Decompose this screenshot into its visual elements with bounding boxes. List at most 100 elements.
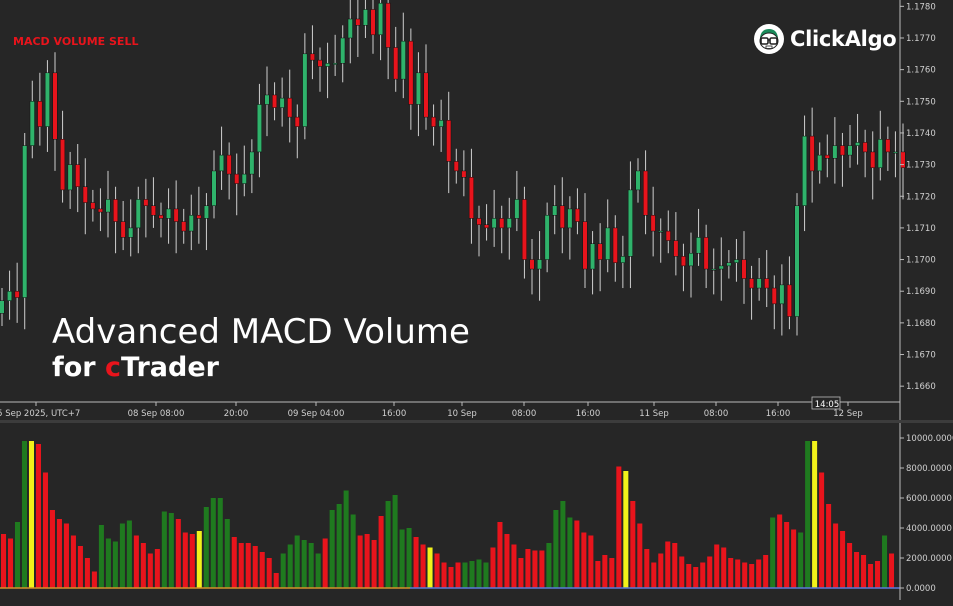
candle-body <box>143 199 149 206</box>
volume-bar <box>854 552 860 588</box>
volume-bar <box>665 541 671 588</box>
volume-bar <box>567 517 573 588</box>
volume-bar <box>63 523 69 588</box>
y-tick-label: 1.1730 <box>906 161 936 171</box>
volume-bar <box>805 441 811 588</box>
volume-bar <box>70 535 76 588</box>
volume-bar <box>301 540 307 588</box>
volume-bar <box>819 472 825 588</box>
candle-body <box>370 9 376 36</box>
candle-body <box>219 154 225 172</box>
crosshair-time-label: 14:05 <box>815 400 840 410</box>
candle-body <box>415 72 421 105</box>
candle-body <box>567 208 573 229</box>
x-tick-label: 12 Sep <box>833 409 863 419</box>
volume-bar <box>231 537 237 588</box>
volume-bar <box>77 546 83 588</box>
volume-bar <box>399 529 405 588</box>
y-tick-label: 1.1720 <box>906 192 936 202</box>
y-tick-label: 1.1710 <box>906 224 936 234</box>
candle-body <box>60 139 66 191</box>
volume-bar <box>644 549 650 588</box>
y-tick-label: 1.1750 <box>906 97 936 107</box>
brand-name: ClickAlgo <box>790 27 897 51</box>
brand: ClickAlgo <box>754 24 897 54</box>
candle-body <box>393 47 399 80</box>
candle-body <box>529 259 535 270</box>
candle-body <box>67 164 73 191</box>
candle-body <box>340 37 346 64</box>
candle-body <box>14 290 20 298</box>
candle-body <box>272 94 278 108</box>
volume-bar <box>609 558 615 588</box>
volume-bar <box>616 466 622 588</box>
candle-body <box>317 59 323 67</box>
volume-bar <box>462 562 468 588</box>
volume-bar <box>336 504 342 588</box>
volume-bar <box>168 513 174 588</box>
volume-bar <box>378 516 384 588</box>
candle-body <box>771 287 777 305</box>
volume-bar <box>595 561 601 588</box>
volume-bar <box>84 558 90 588</box>
volume-bar <box>791 529 797 588</box>
candle-body <box>574 208 580 222</box>
volume-bar <box>546 543 552 588</box>
volume-bar <box>14 522 21 588</box>
candle-body <box>362 9 368 26</box>
x-tick-label: 20:00 <box>224 409 249 419</box>
volume-bar <box>245 543 251 588</box>
volume-bar <box>504 534 510 588</box>
volume-bar <box>735 559 741 588</box>
candle-body <box>287 97 293 118</box>
volume-bar <box>875 561 881 588</box>
candle-body <box>279 97 285 108</box>
y-tick-label: 1.1740 <box>906 129 936 139</box>
volume-y-tick-label: 0.0000 <box>906 584 936 594</box>
candle-body <box>438 120 444 127</box>
candle-body <box>264 94 270 105</box>
candle-body <box>673 240 679 257</box>
candle-body <box>226 154 232 175</box>
candle-body <box>302 53 308 127</box>
candle-body <box>423 72 429 118</box>
volume-bar <box>217 498 223 588</box>
volume-bar <box>721 547 727 588</box>
volume-bar <box>287 544 293 588</box>
candle-body <box>158 214 164 219</box>
candle-body <box>82 186 88 203</box>
candle-body <box>688 252 694 267</box>
y-tick-label: 1.1780 <box>906 2 936 12</box>
volume-bar <box>189 534 195 588</box>
candle-body <box>794 205 800 317</box>
candle-body <box>166 208 172 219</box>
y-tick-label: 1.1660 <box>906 382 936 392</box>
candle-body <box>552 205 558 216</box>
volume-bar <box>840 531 846 588</box>
volume-bar <box>763 555 769 588</box>
volume-bar <box>868 564 874 588</box>
volume-bar <box>882 535 888 588</box>
candle-body <box>75 164 81 188</box>
candle-body <box>597 243 603 260</box>
candle-body <box>90 202 96 210</box>
candle-body <box>680 256 686 267</box>
candle-body <box>749 278 755 289</box>
nerd-face-icon <box>754 24 784 54</box>
volume-bar <box>742 562 748 588</box>
candle-body <box>514 199 520 219</box>
candle-body <box>605 227 611 260</box>
volume-bar <box>812 441 818 588</box>
volume-bar <box>196 531 202 588</box>
candle-body <box>0 300 5 314</box>
volume-bar <box>798 532 804 588</box>
volume-bar <box>490 547 496 588</box>
volume-bar <box>280 553 286 588</box>
volume-bar <box>42 472 48 588</box>
candle-body <box>135 199 141 229</box>
volume-bar <box>154 549 160 588</box>
volume-bar <box>315 553 321 588</box>
candle-body <box>832 145 838 159</box>
volume-y-tick-label: 8000.0000 <box>906 464 952 474</box>
candle-body <box>627 189 633 257</box>
